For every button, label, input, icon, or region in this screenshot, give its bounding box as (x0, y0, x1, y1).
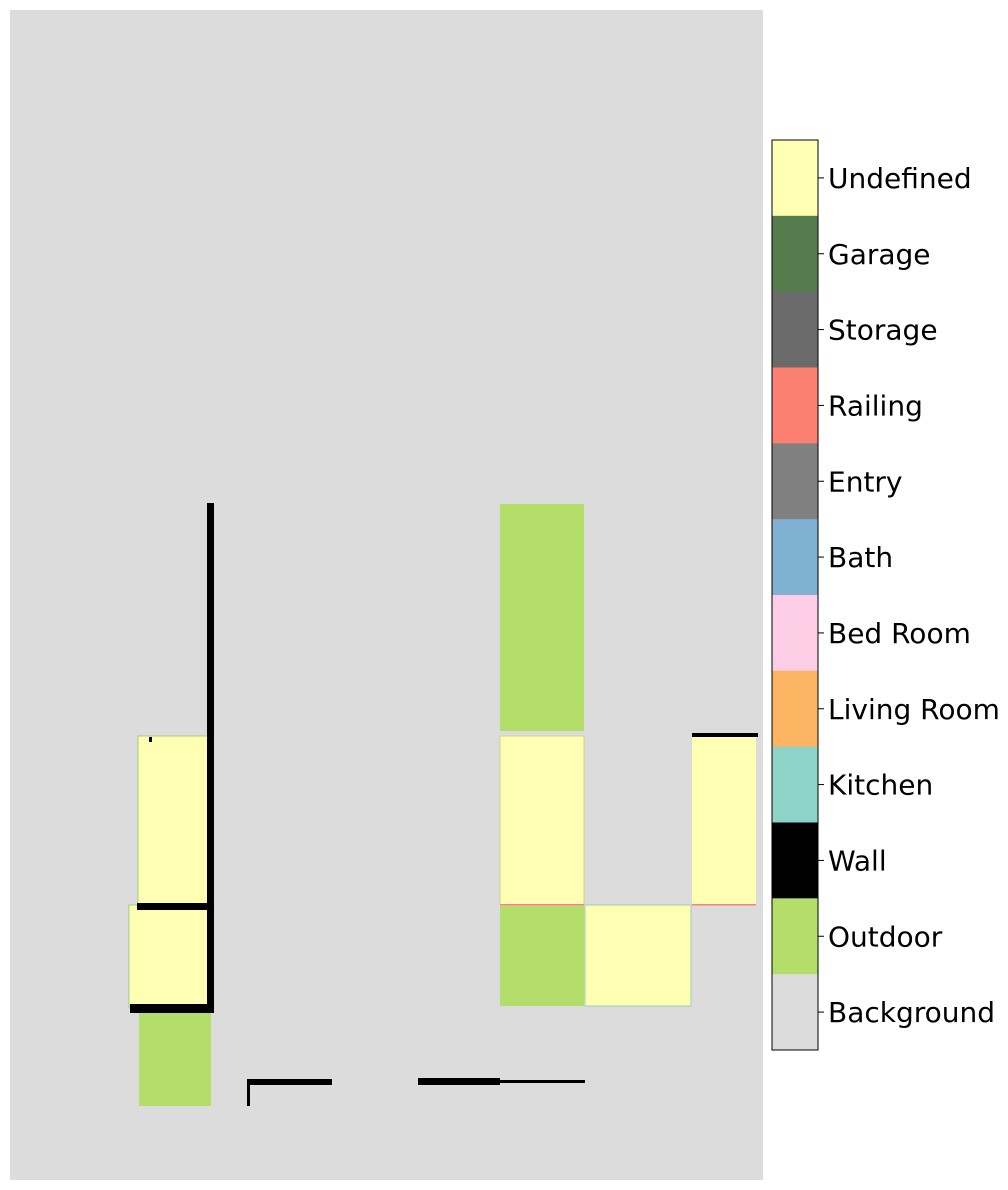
legend-label: Outdoor (828, 920, 943, 953)
legend-label: Living Room (828, 693, 1000, 726)
legend-label: Undefined (828, 162, 972, 195)
legend-swatch (772, 898, 818, 975)
railing-segment (500, 904, 584, 906)
legend-swatch (772, 215, 818, 293)
railing-segment (692, 904, 756, 906)
outdoor-region (139, 1013, 211, 1106)
legend-label: Bath (828, 541, 893, 574)
wall-segment (207, 503, 214, 1013)
legend-swatch (772, 140, 818, 217)
outdoor-region (500, 906, 584, 1006)
legend-swatch (772, 670, 818, 748)
undefined-room (692, 736, 756, 905)
legend-swatch (772, 822, 818, 899)
wall-segment (137, 903, 209, 910)
wall-segment (149, 737, 152, 742)
legend-swatch (772, 974, 818, 1051)
wall-segment (247, 1079, 332, 1085)
legend-colorbar-frame (771, 139, 819, 1051)
legend-swatch (772, 595, 818, 672)
legend-label: Background (828, 996, 995, 1029)
outdoor-region (500, 504, 584, 731)
legend-label: Garage (828, 238, 931, 271)
legend-label: Railing (828, 389, 923, 422)
legend-label: Kitchen (828, 769, 933, 802)
legend-label: Bed Room (828, 617, 971, 650)
legend-swatch (772, 519, 818, 596)
wall-segment (500, 1080, 585, 1083)
legend-swatch (772, 746, 818, 823)
undefined-room (584, 904, 692, 1007)
legend-swatch (772, 443, 818, 520)
legend-label: Storage (828, 314, 938, 347)
wall-segment (247, 1079, 250, 1106)
legend-label: Wall (828, 844, 887, 877)
wall-segment (692, 733, 758, 737)
wall-segment (130, 1004, 214, 1013)
legend-label: Entry (828, 465, 903, 498)
legend-swatch (772, 291, 818, 368)
wall-segment (418, 1078, 500, 1085)
legend-swatch (772, 367, 818, 444)
